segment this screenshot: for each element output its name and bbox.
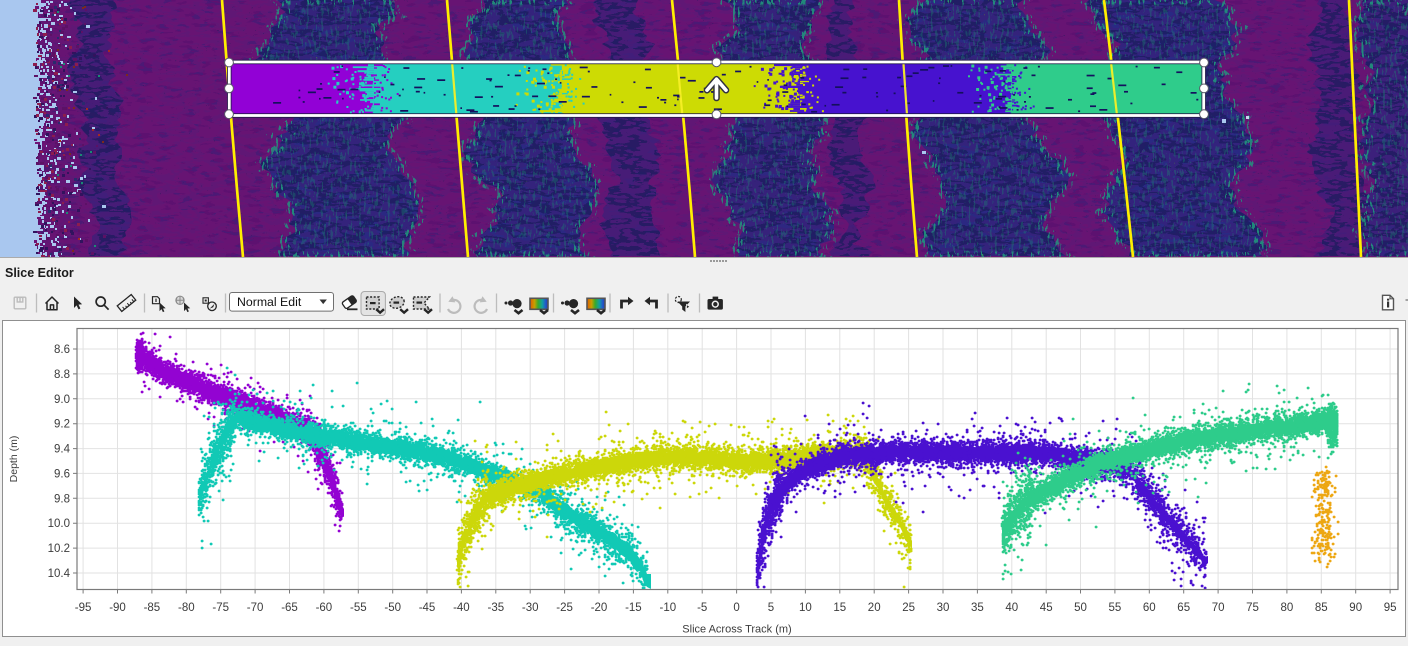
svg-text:85: 85 xyxy=(1315,602,1328,614)
svg-text:40: 40 xyxy=(1005,602,1018,614)
svg-text:10.4: 10.4 xyxy=(48,568,71,580)
svg-text:35: 35 xyxy=(971,602,984,614)
svg-text:Normal Edit: Normal Edit xyxy=(237,295,302,309)
svg-text:-10: -10 xyxy=(659,602,676,614)
svg-text:-85: -85 xyxy=(144,602,161,614)
svg-text:-20: -20 xyxy=(591,602,608,614)
svg-text:25: 25 xyxy=(902,602,915,614)
svg-text:10.0: 10.0 xyxy=(48,518,70,530)
svg-text:-90: -90 xyxy=(109,602,126,614)
svg-text:-65: -65 xyxy=(281,602,298,614)
svg-text:10: 10 xyxy=(799,602,812,614)
svg-text:-25: -25 xyxy=(556,602,573,614)
svg-text:9.6: 9.6 xyxy=(54,468,70,480)
svg-text:-30: -30 xyxy=(522,602,539,614)
svg-text:-75: -75 xyxy=(212,602,229,614)
svg-text:75: 75 xyxy=(1246,602,1259,614)
svg-text:15: 15 xyxy=(833,602,846,614)
svg-text:95: 95 xyxy=(1384,602,1397,614)
svg-text:-5: -5 xyxy=(697,602,707,614)
svg-text:70: 70 xyxy=(1212,602,1225,614)
svg-text:9.8: 9.8 xyxy=(54,493,70,505)
svg-text:9.2: 9.2 xyxy=(54,419,70,431)
svg-text:30: 30 xyxy=(937,602,950,614)
svg-text:9.0: 9.0 xyxy=(54,394,70,406)
svg-text:-95: -95 xyxy=(75,602,92,614)
svg-text:45: 45 xyxy=(1040,602,1053,614)
svg-text:-80: -80 xyxy=(178,602,195,614)
svg-text:-50: -50 xyxy=(384,602,401,614)
svg-text:-40: -40 xyxy=(453,602,470,614)
svg-text:Slice Editor: Slice Editor xyxy=(5,266,74,280)
svg-text:8.8: 8.8 xyxy=(54,369,70,381)
svg-text:Depth (m): Depth (m) xyxy=(8,436,20,483)
svg-text:20: 20 xyxy=(868,602,881,614)
svg-text:65: 65 xyxy=(1177,602,1190,614)
svg-text:-70: -70 xyxy=(247,602,264,614)
svg-text:-15: -15 xyxy=(625,602,642,614)
svg-text:-45: -45 xyxy=(419,602,436,614)
svg-text:Slice Across Track (m): Slice Across Track (m) xyxy=(682,624,791,636)
svg-text:-35: -35 xyxy=(487,602,504,614)
svg-text:-55: -55 xyxy=(350,602,367,614)
svg-text:-60: -60 xyxy=(316,602,333,614)
svg-text:55: 55 xyxy=(1109,602,1122,614)
svg-text:8.6: 8.6 xyxy=(54,344,70,356)
svg-text:10.2: 10.2 xyxy=(48,543,70,555)
svg-text:0: 0 xyxy=(733,602,739,614)
svg-text:80: 80 xyxy=(1281,602,1294,614)
svg-text:9.4: 9.4 xyxy=(54,444,71,456)
svg-text:5: 5 xyxy=(768,602,774,614)
svg-text:90: 90 xyxy=(1349,602,1362,614)
svg-text:60: 60 xyxy=(1143,602,1156,614)
svg-text:50: 50 xyxy=(1074,602,1087,614)
